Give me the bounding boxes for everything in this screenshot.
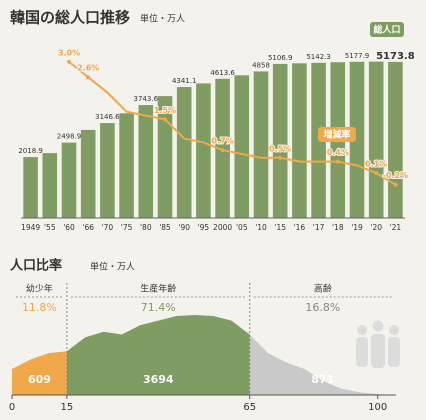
- line-value-label: 0.5%: [269, 144, 291, 153]
- line-value-label: 0.4%: [327, 148, 349, 157]
- x-tick-label: '80: [140, 223, 152, 232]
- bar-value-label: 5173.8: [376, 51, 415, 62]
- bar-value-label: 4858: [252, 61, 270, 69]
- segment-share: 16.8%: [305, 301, 340, 314]
- bar-value-label: 5142.3: [306, 53, 331, 61]
- x-tick-label: '85: [159, 223, 171, 232]
- x-tick-label: '18: [332, 223, 344, 232]
- people-icon: [356, 320, 400, 368]
- segment-name: 生産年齢: [140, 283, 176, 295]
- segment-value: 871: [311, 373, 334, 386]
- bar: [253, 71, 269, 218]
- bar: [234, 75, 250, 218]
- x-tick-label: 15: [60, 402, 73, 413]
- bar: [388, 61, 403, 218]
- legend-badge: [318, 127, 356, 142]
- bar-value-label: 2498.9: [57, 133, 82, 141]
- x-tick-label: '17: [313, 223, 325, 232]
- x-tick-label: '19: [351, 223, 363, 232]
- legend-label: 増減率: [323, 129, 350, 141]
- unit-label: 単位・万人: [90, 261, 135, 273]
- x-tick-label: 0: [9, 402, 15, 413]
- x-tick-label: '55: [44, 223, 56, 232]
- line-value-label: 2.6%: [77, 64, 99, 73]
- segment-share: 71.4%: [141, 301, 176, 314]
- line-point: [278, 155, 283, 160]
- bar: [349, 61, 365, 219]
- x-tick-label: '60: [63, 223, 75, 232]
- bar: [119, 113, 134, 218]
- line-value-label: -0.2%: [383, 171, 409, 180]
- segment-name: 幼少年: [26, 283, 53, 295]
- growth-line: [68, 61, 396, 186]
- bar-value-label: 4341.1: [172, 77, 197, 85]
- x-tick-label: 65: [243, 402, 256, 413]
- bar: [42, 153, 58, 218]
- segment-value: 3694: [143, 373, 174, 386]
- bar: [368, 61, 384, 218]
- bar: [138, 105, 154, 218]
- legend-badge: [370, 22, 404, 37]
- line-point: [393, 182, 398, 187]
- line-value-label: 0.7%: [212, 137, 234, 146]
- x-tick-label: '95: [198, 223, 210, 232]
- bar: [80, 129, 96, 218]
- line-point: [220, 148, 225, 153]
- x-tick-label: '16: [294, 223, 306, 232]
- bar: [61, 142, 77, 218]
- chart-title: 韓国の総人口推移: [10, 9, 130, 27]
- age-area: [12, 351, 67, 395]
- bar: [23, 157, 38, 218]
- x-tick-label: '05: [236, 223, 248, 232]
- segment-share: 11.8%: [22, 301, 57, 314]
- x-tick-label: '20: [370, 223, 382, 232]
- bar: [272, 63, 288, 218]
- bar-value-label: 5106.9: [268, 54, 293, 62]
- line-point: [374, 171, 379, 176]
- x-tick-label: '90: [178, 223, 190, 232]
- x-tick-label: '70: [102, 223, 114, 232]
- bar-value-label: 3146.6: [95, 113, 120, 121]
- chart-title: 人口比率: [10, 258, 62, 274]
- segment-value: 609: [28, 373, 51, 386]
- line-point: [163, 117, 167, 122]
- bar: [100, 123, 115, 218]
- bar-value-label: 5177.9: [345, 52, 370, 60]
- bar-value-label: 3743.6: [134, 95, 159, 103]
- line-value-label: 0.1%: [365, 160, 387, 169]
- x-tick-label: '10: [255, 223, 267, 232]
- bar: [176, 87, 192, 218]
- x-tick-label: '21: [390, 223, 402, 232]
- bar: [292, 63, 307, 219]
- line-value-label: 3.0%: [58, 48, 80, 57]
- line-point: [335, 159, 340, 164]
- x-tick-label: '66: [82, 223, 94, 232]
- x-tick-label: 2000: [213, 223, 232, 232]
- legend-label: 総人口: [373, 24, 400, 36]
- line-point: [86, 75, 91, 80]
- bar: [157, 96, 173, 218]
- x-tick-label: '15: [274, 223, 286, 232]
- x-tick-label: '75: [121, 223, 133, 232]
- unit-label: 単位・万人: [140, 13, 185, 25]
- bar: [196, 83, 211, 219]
- age-area: [66, 315, 250, 395]
- age-area: [249, 334, 396, 395]
- line-point: [67, 59, 71, 64]
- x-tick-label: 100: [368, 402, 387, 413]
- bar-value-label: 2018.9: [18, 147, 43, 155]
- x-tick-label: 1949: [21, 223, 40, 232]
- bar-value-label: 4613.6: [210, 69, 235, 77]
- segment-name: 高齢: [314, 283, 332, 295]
- line-value-label: 1.5%: [154, 106, 176, 115]
